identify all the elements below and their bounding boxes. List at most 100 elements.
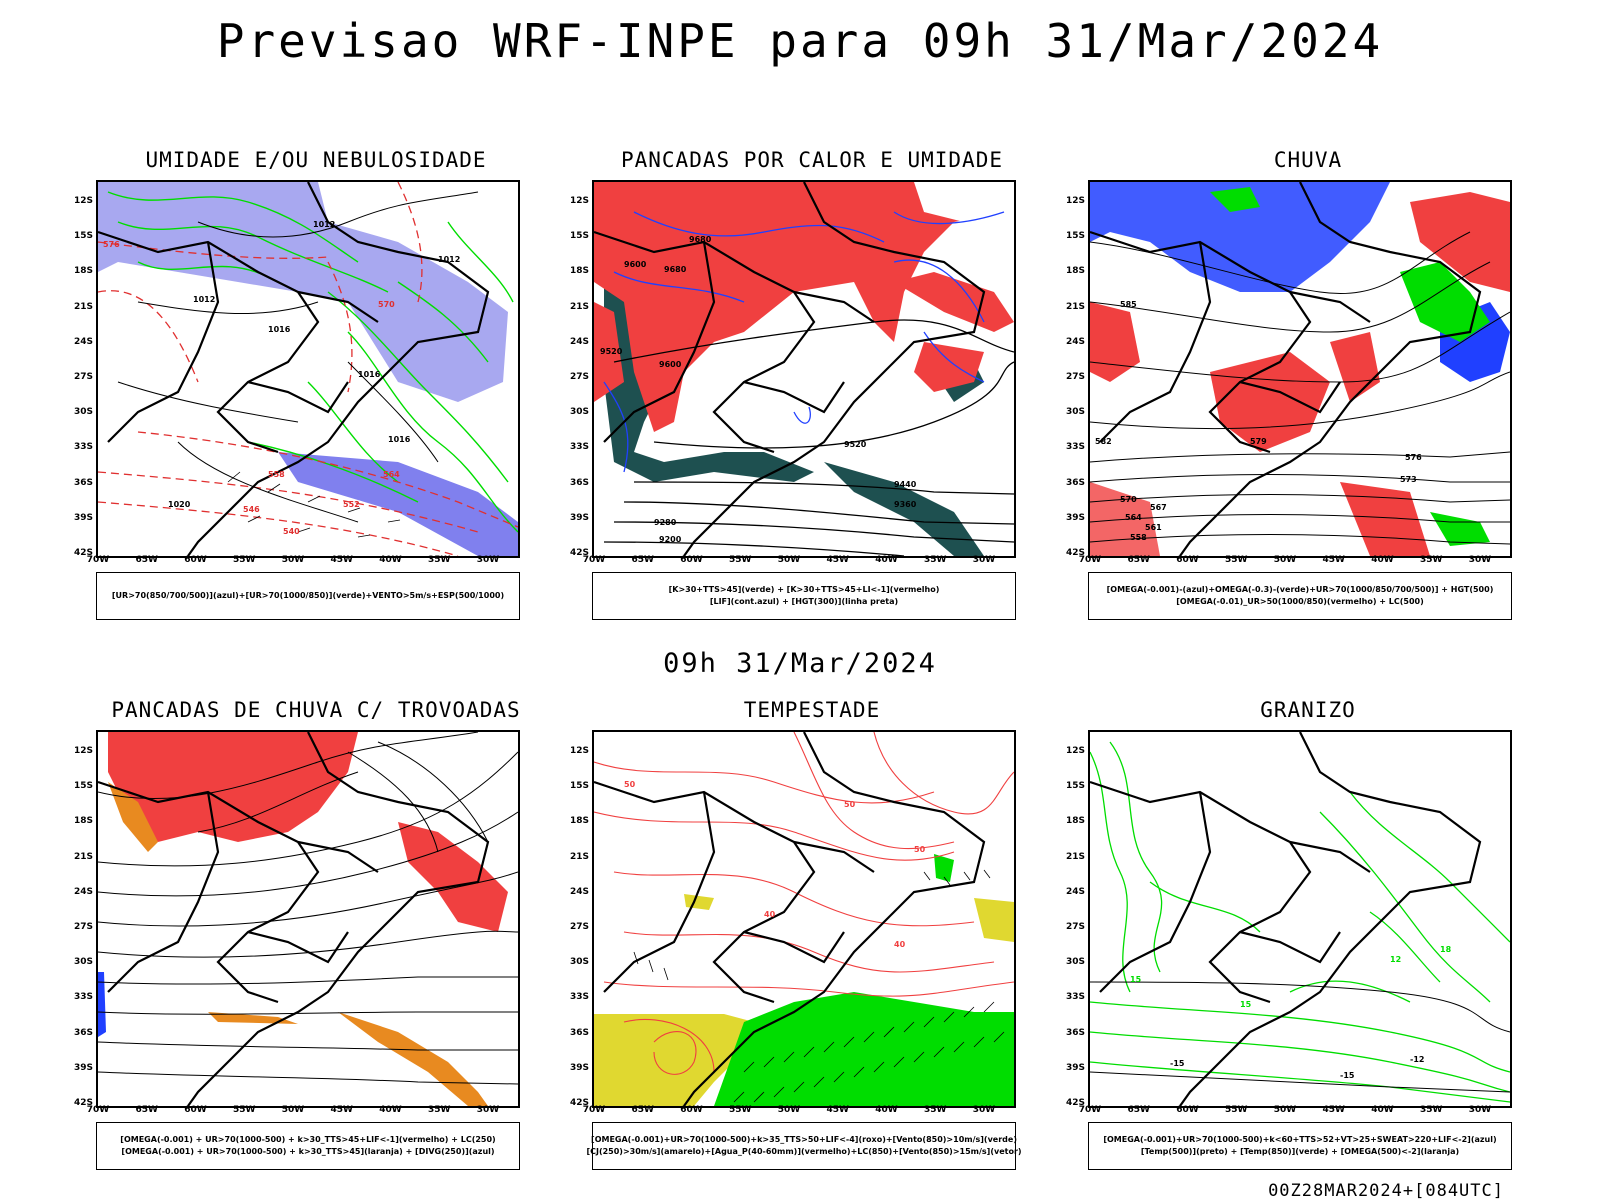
lat-tick-label: 18S [1065,816,1085,827]
lat-axis: 12S 15S 18S 21S 24S 27S 30S 33S 36S 39S 42S [70,180,96,558]
legend: [K>30+TTS>45](verde) + [K>30+TTS>45+LI<-… [592,572,1016,620]
lon-tick-label: 65W [135,1105,158,1115]
lat-tick-label: 15S [569,781,589,792]
red-area [1090,302,1140,382]
lat-tick-label: 18S [1065,266,1085,277]
map-granizo[interactable]: -15 -15 -12 15 15 12 18 [1088,730,1512,1108]
lat-tick-label: 30S [569,957,589,968]
mid-title: 09h 31/Mar/2024 [663,648,937,679]
red-area [914,342,984,392]
lat-tick-label: 18S [73,266,93,277]
map-chuva[interactable]: 585 582 579 576 573 570 567 564 561 558 [1088,180,1512,558]
border [107,791,220,993]
contour-label: 9680 [664,265,687,274]
lat-tick-label: 15S [1065,781,1085,792]
legend-line: [OMEGA(-0.001) + UR>70(1000-500) + k>30_… [121,1147,495,1156]
border [594,230,816,454]
lat-tick-label: 36S [1065,1027,1085,1038]
contour-label: 9200 [659,535,682,544]
contour-label: 552 [343,500,360,509]
border [107,241,220,443]
contour-label: 9680 [689,235,712,244]
lon-tick-label: 55W [729,555,752,565]
border [1090,780,1312,1004]
contour-label: 40 [894,940,906,949]
green-patch [934,854,954,882]
lon-tick-label: 40W [875,555,898,565]
yellow-area [684,894,714,910]
lat-tick-label: 15S [73,781,93,792]
lon-tick-label: 70W [86,1105,110,1115]
contour-labels: 1012 1012 1012 1016 1016 1016 1020 576 5… [103,220,460,536]
panel-tempestade: TEMPESTADE 12S 15S 18S 21S 24S 27S 30S 33S 36S 39… [566,698,1046,1180]
lon-tick-label: 45W [1322,555,1345,565]
border [603,241,716,443]
lat-tick-label: 36S [73,1027,93,1038]
yellow-area [594,1014,754,1106]
lat-tick-label: 33S [73,992,93,1003]
border [1289,290,1371,323]
lat-tick-label: 12S [569,746,589,756]
lon-tick-label: 45W [330,555,353,565]
yellow-area [974,898,1014,942]
lat-tick-label: 33S [73,442,93,453]
lon-tick-label: 65W [1127,555,1150,565]
contour-label: 567 [1150,503,1167,512]
map-tempestade[interactable]: 50 50 40 40 50 [592,730,1016,1108]
lon-tick-label: 35W [924,555,947,565]
lon-tick-label: 70W [582,555,606,565]
border [1239,930,1341,964]
lat-tick-label: 15S [569,231,589,242]
lat-tick-label: 18S [569,816,589,827]
legend: [OMEGA(-0.001) + UR>70(1000-500) + k>30_… [96,1122,520,1170]
lat-tick-label: 12S [1065,196,1085,206]
lon-tick-label: 45W [826,1105,849,1115]
lat-tick-label: 30S [1065,957,1085,968]
lon-tick-label: 35W [924,1105,947,1115]
coastline [683,182,986,556]
lon-tick-label: 30W [476,555,500,565]
contour-label: 564 [1125,513,1142,522]
border [603,791,716,993]
border [1239,380,1341,414]
lon-axis: 70W 65W 60W 55W 50W 45W 40W 35W 30W [1079,554,1512,568]
lat-tick-label: 12S [73,196,93,206]
panel-trovoadas: PANCADAS DE CHUVA C/ TROVOADAS 12S 15S 18S… [70,698,550,1180]
lat-tick-label: 30S [569,407,589,418]
orange-streak [338,1012,488,1106]
map-umidade[interactable]: 1012 1012 1012 1016 1016 1016 1020 576 5… [96,180,520,558]
lon-tick-label: 50W [777,1105,801,1115]
contour-label: 573 [1400,475,1417,484]
red-area [1330,332,1380,402]
contour-labels: 50 50 40 40 50 [624,780,926,949]
legend-line: [OMEGA(-0.001) + UR>70(1000-500) + k>30_… [120,1135,496,1144]
lat-tick-label: 27S [73,922,93,932]
contour-label: 570 [1120,495,1137,504]
border [98,230,320,454]
lat-tick-label: 36S [569,477,589,488]
contour-label: 570 [378,300,395,309]
contour-label: 576 [1405,453,1422,462]
lon-tick-label: 45W [826,555,849,565]
contour-label: 1012 [438,255,460,264]
panel-granizo: GRANIZO 12S 15S 18S 21S 24S 27S 30S 33S 36S 39S 42… [1062,698,1542,1180]
legend: [UR>70(850/700/500)](azul)+[UR>70(1000/8… [96,572,520,620]
lat-tick-label: 15S [73,231,93,242]
lat-tick-label: 24S [569,336,589,347]
lat-tick-label: 24S [569,886,589,897]
lat-tick-label: 39S [73,512,93,523]
lat-tick-label: 15S [1065,231,1085,242]
border [743,380,845,414]
border [247,930,349,964]
lon-tick-label: 65W [631,1105,654,1115]
map-pancadas-calor[interactable]: 9680 9680 9600 9600 9520 9520 9440 9360 … [592,180,1016,558]
contour-label: -15 [1170,1059,1185,1068]
lat-tick-label: 39S [569,512,589,523]
contour-label: 561 [1145,523,1162,532]
contour-label: 540 [283,527,300,536]
lon-tick-label: 55W [1225,1105,1248,1115]
lat-tick-label: 39S [1065,1062,1085,1073]
coastline [1179,732,1482,1106]
map-trovoadas[interactable] [96,730,520,1108]
contour-label: 582 [1095,437,1112,446]
